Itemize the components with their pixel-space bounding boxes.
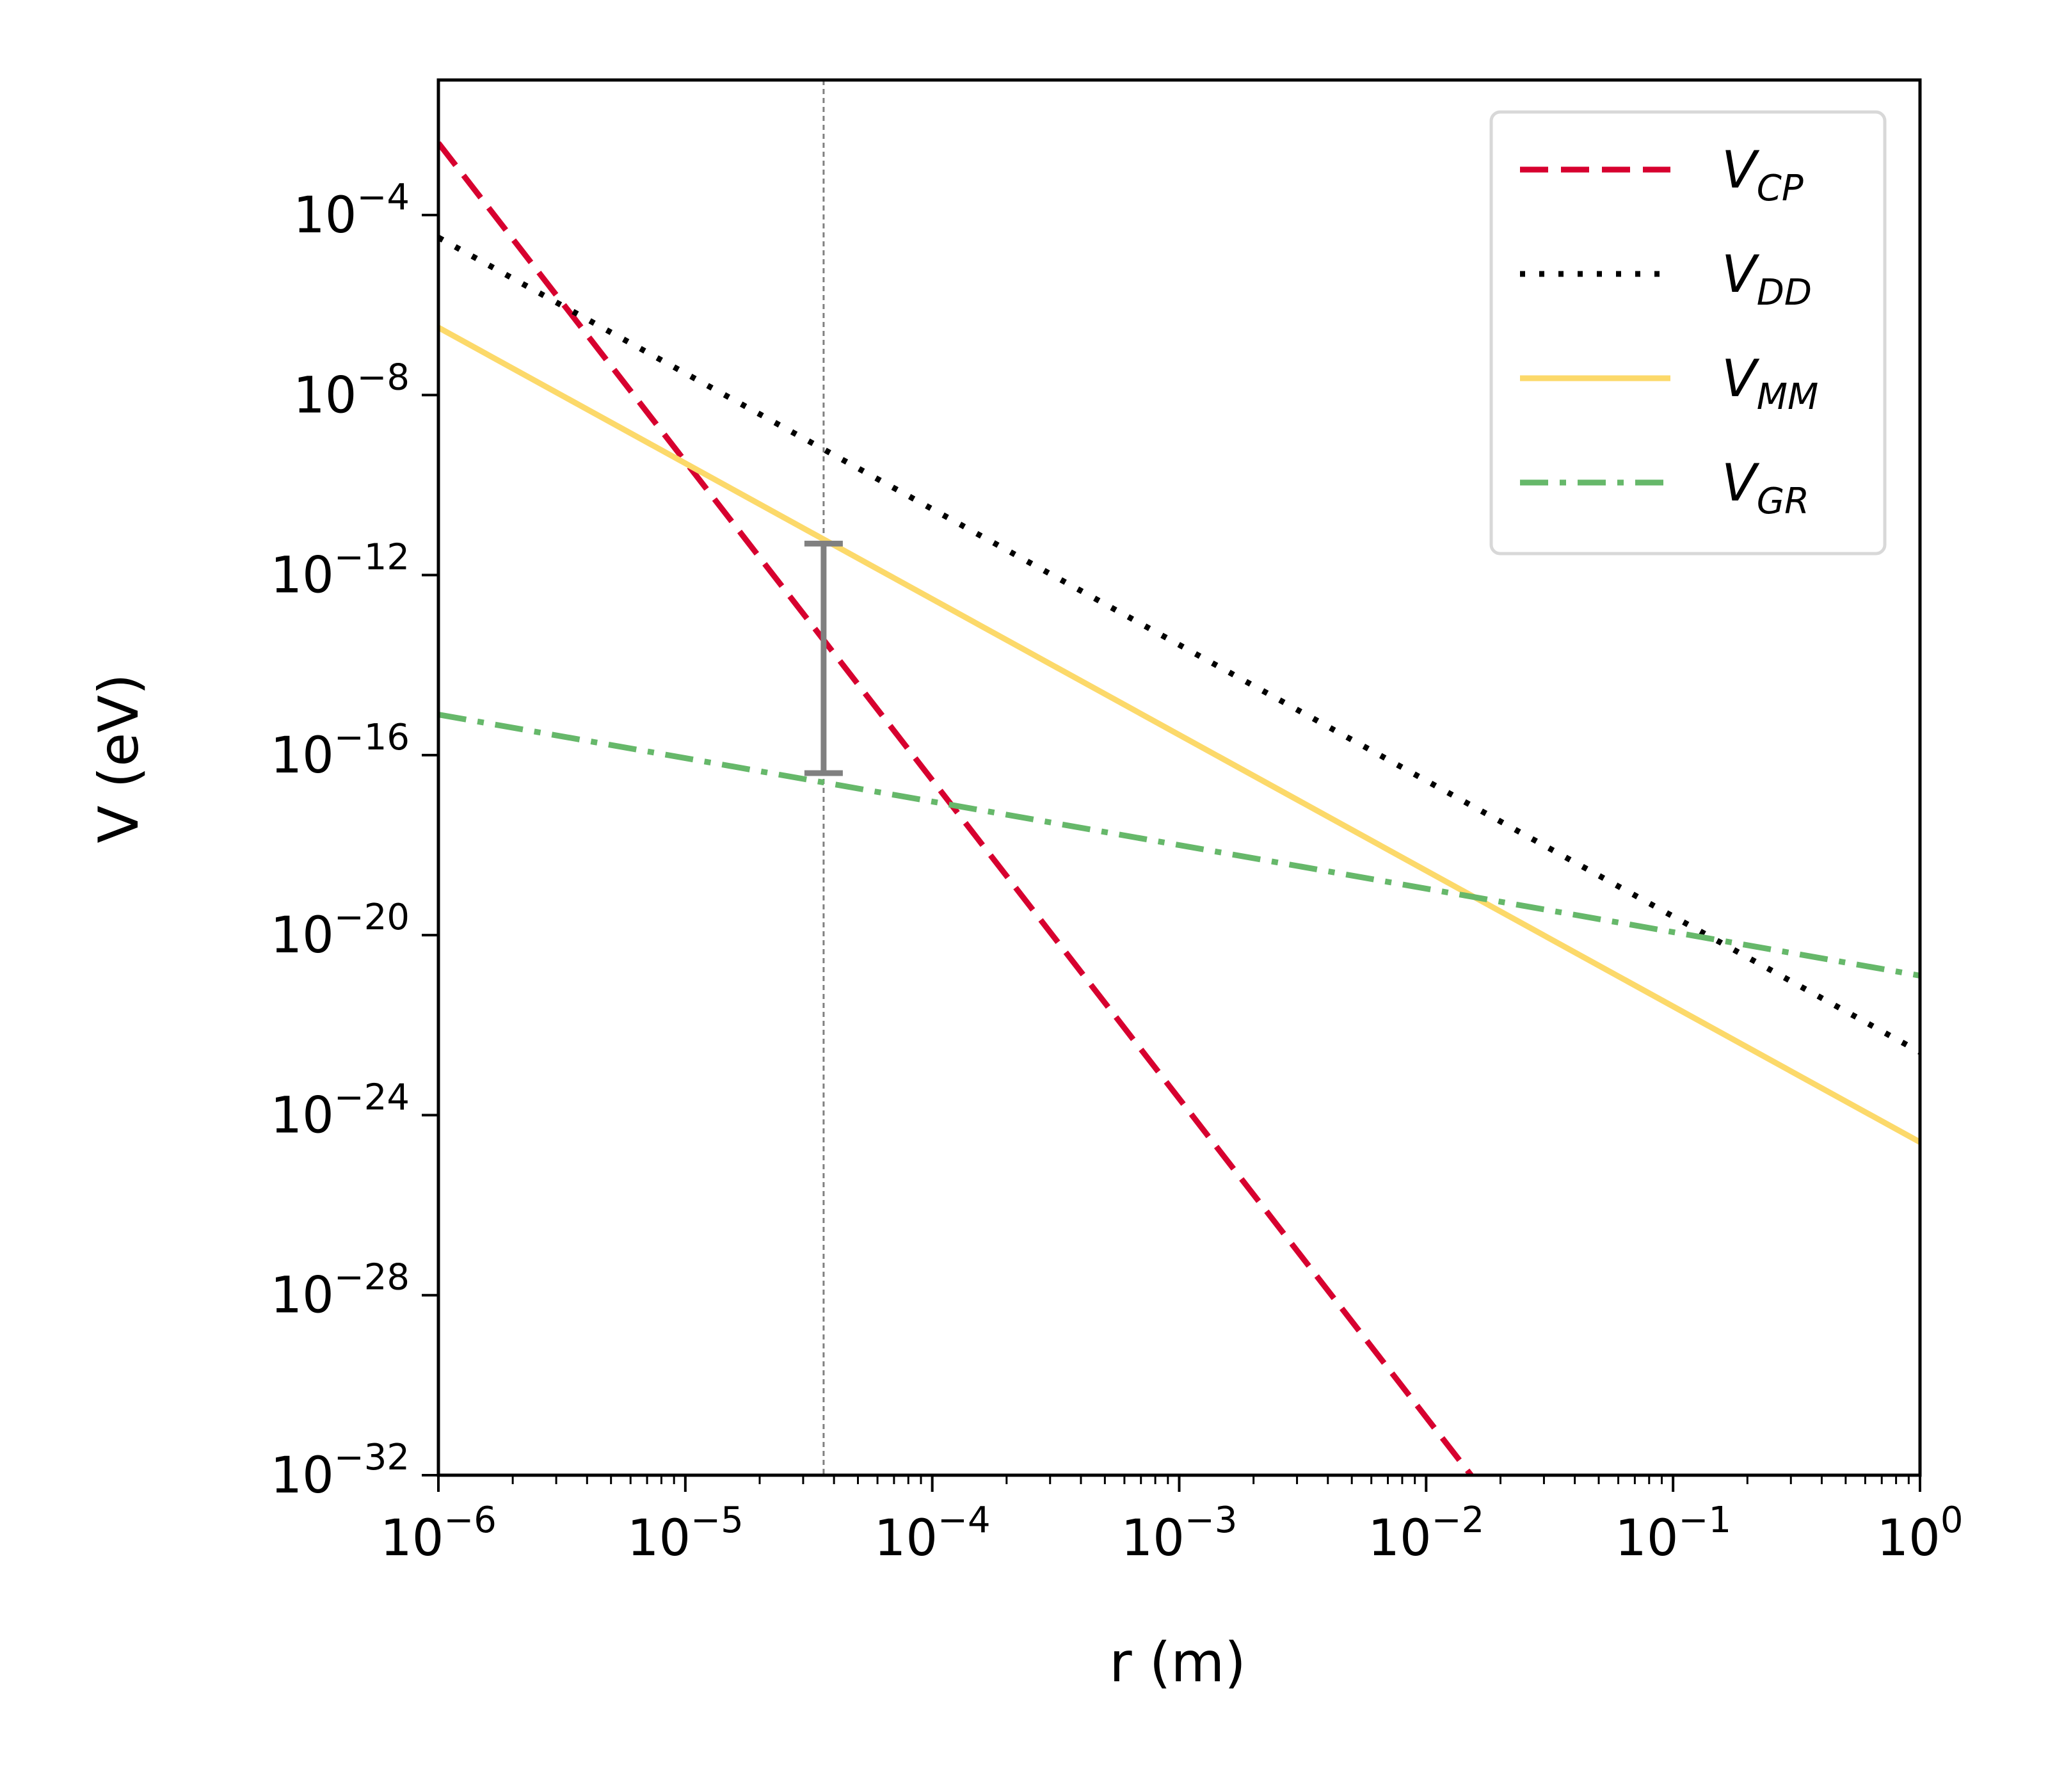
y-tick-label: 10−24 <box>271 1076 410 1144</box>
x-tick-label: 10−6 <box>380 1500 497 1567</box>
y-axis-label: V (eV) <box>87 673 151 843</box>
series-line-cp <box>438 141 1474 1475</box>
legend-item-mm: VMM <box>1520 349 1818 418</box>
legend-label: VCP <box>1722 140 1804 209</box>
x-tick-label: 10−1 <box>1615 1500 1731 1567</box>
series-line-mm <box>438 324 1920 1145</box>
x-tick-label: 10−2 <box>1368 1500 1484 1567</box>
y-axis-ticks: 10−4 10−8 10−12 10−16 10−20 10−24 10−28 10−32 <box>271 177 438 1505</box>
x-tick-label: 10−4 <box>874 1500 991 1567</box>
legend-label: VMM <box>1722 349 1818 418</box>
legend-item-gr: VGR <box>1520 453 1809 522</box>
y-tick-label: 10−8 <box>293 356 410 424</box>
y-tick-label: 10−20 <box>271 897 410 964</box>
x-axis-ticks: 10−6 10−5 10−4 10−3 10−2 10−1 100 <box>380 1475 1963 1567</box>
y-tick-label: 10−4 <box>293 177 410 244</box>
legend-box <box>1489 110 1887 556</box>
x-tick-label: 10−3 <box>1121 1500 1238 1567</box>
legend-label: VGR <box>1722 453 1809 522</box>
x-tick-label: 100 <box>1877 1500 1964 1567</box>
plot-lines <box>438 80 1920 1475</box>
x-axis-label: r (m) <box>1109 1631 1246 1695</box>
series-line-gr <box>438 712 1920 979</box>
x-tick-label: 10−5 <box>627 1500 744 1567</box>
y-tick-label: 10−12 <box>271 537 410 605</box>
legend-item-dd: VDD <box>1520 244 1812 314</box>
y-tick-label: 10−16 <box>271 717 410 785</box>
y-tick-label: 10−28 <box>271 1257 410 1325</box>
y-tick-label: 10−32 <box>271 1437 410 1505</box>
series-line-dd <box>438 235 1920 1055</box>
legend-label: VDD <box>1722 244 1812 314</box>
error-bar <box>804 540 843 776</box>
legend-item-cp: VCP <box>1520 140 1804 209</box>
legend: VCP VDD VMM VGR <box>1489 110 1887 556</box>
